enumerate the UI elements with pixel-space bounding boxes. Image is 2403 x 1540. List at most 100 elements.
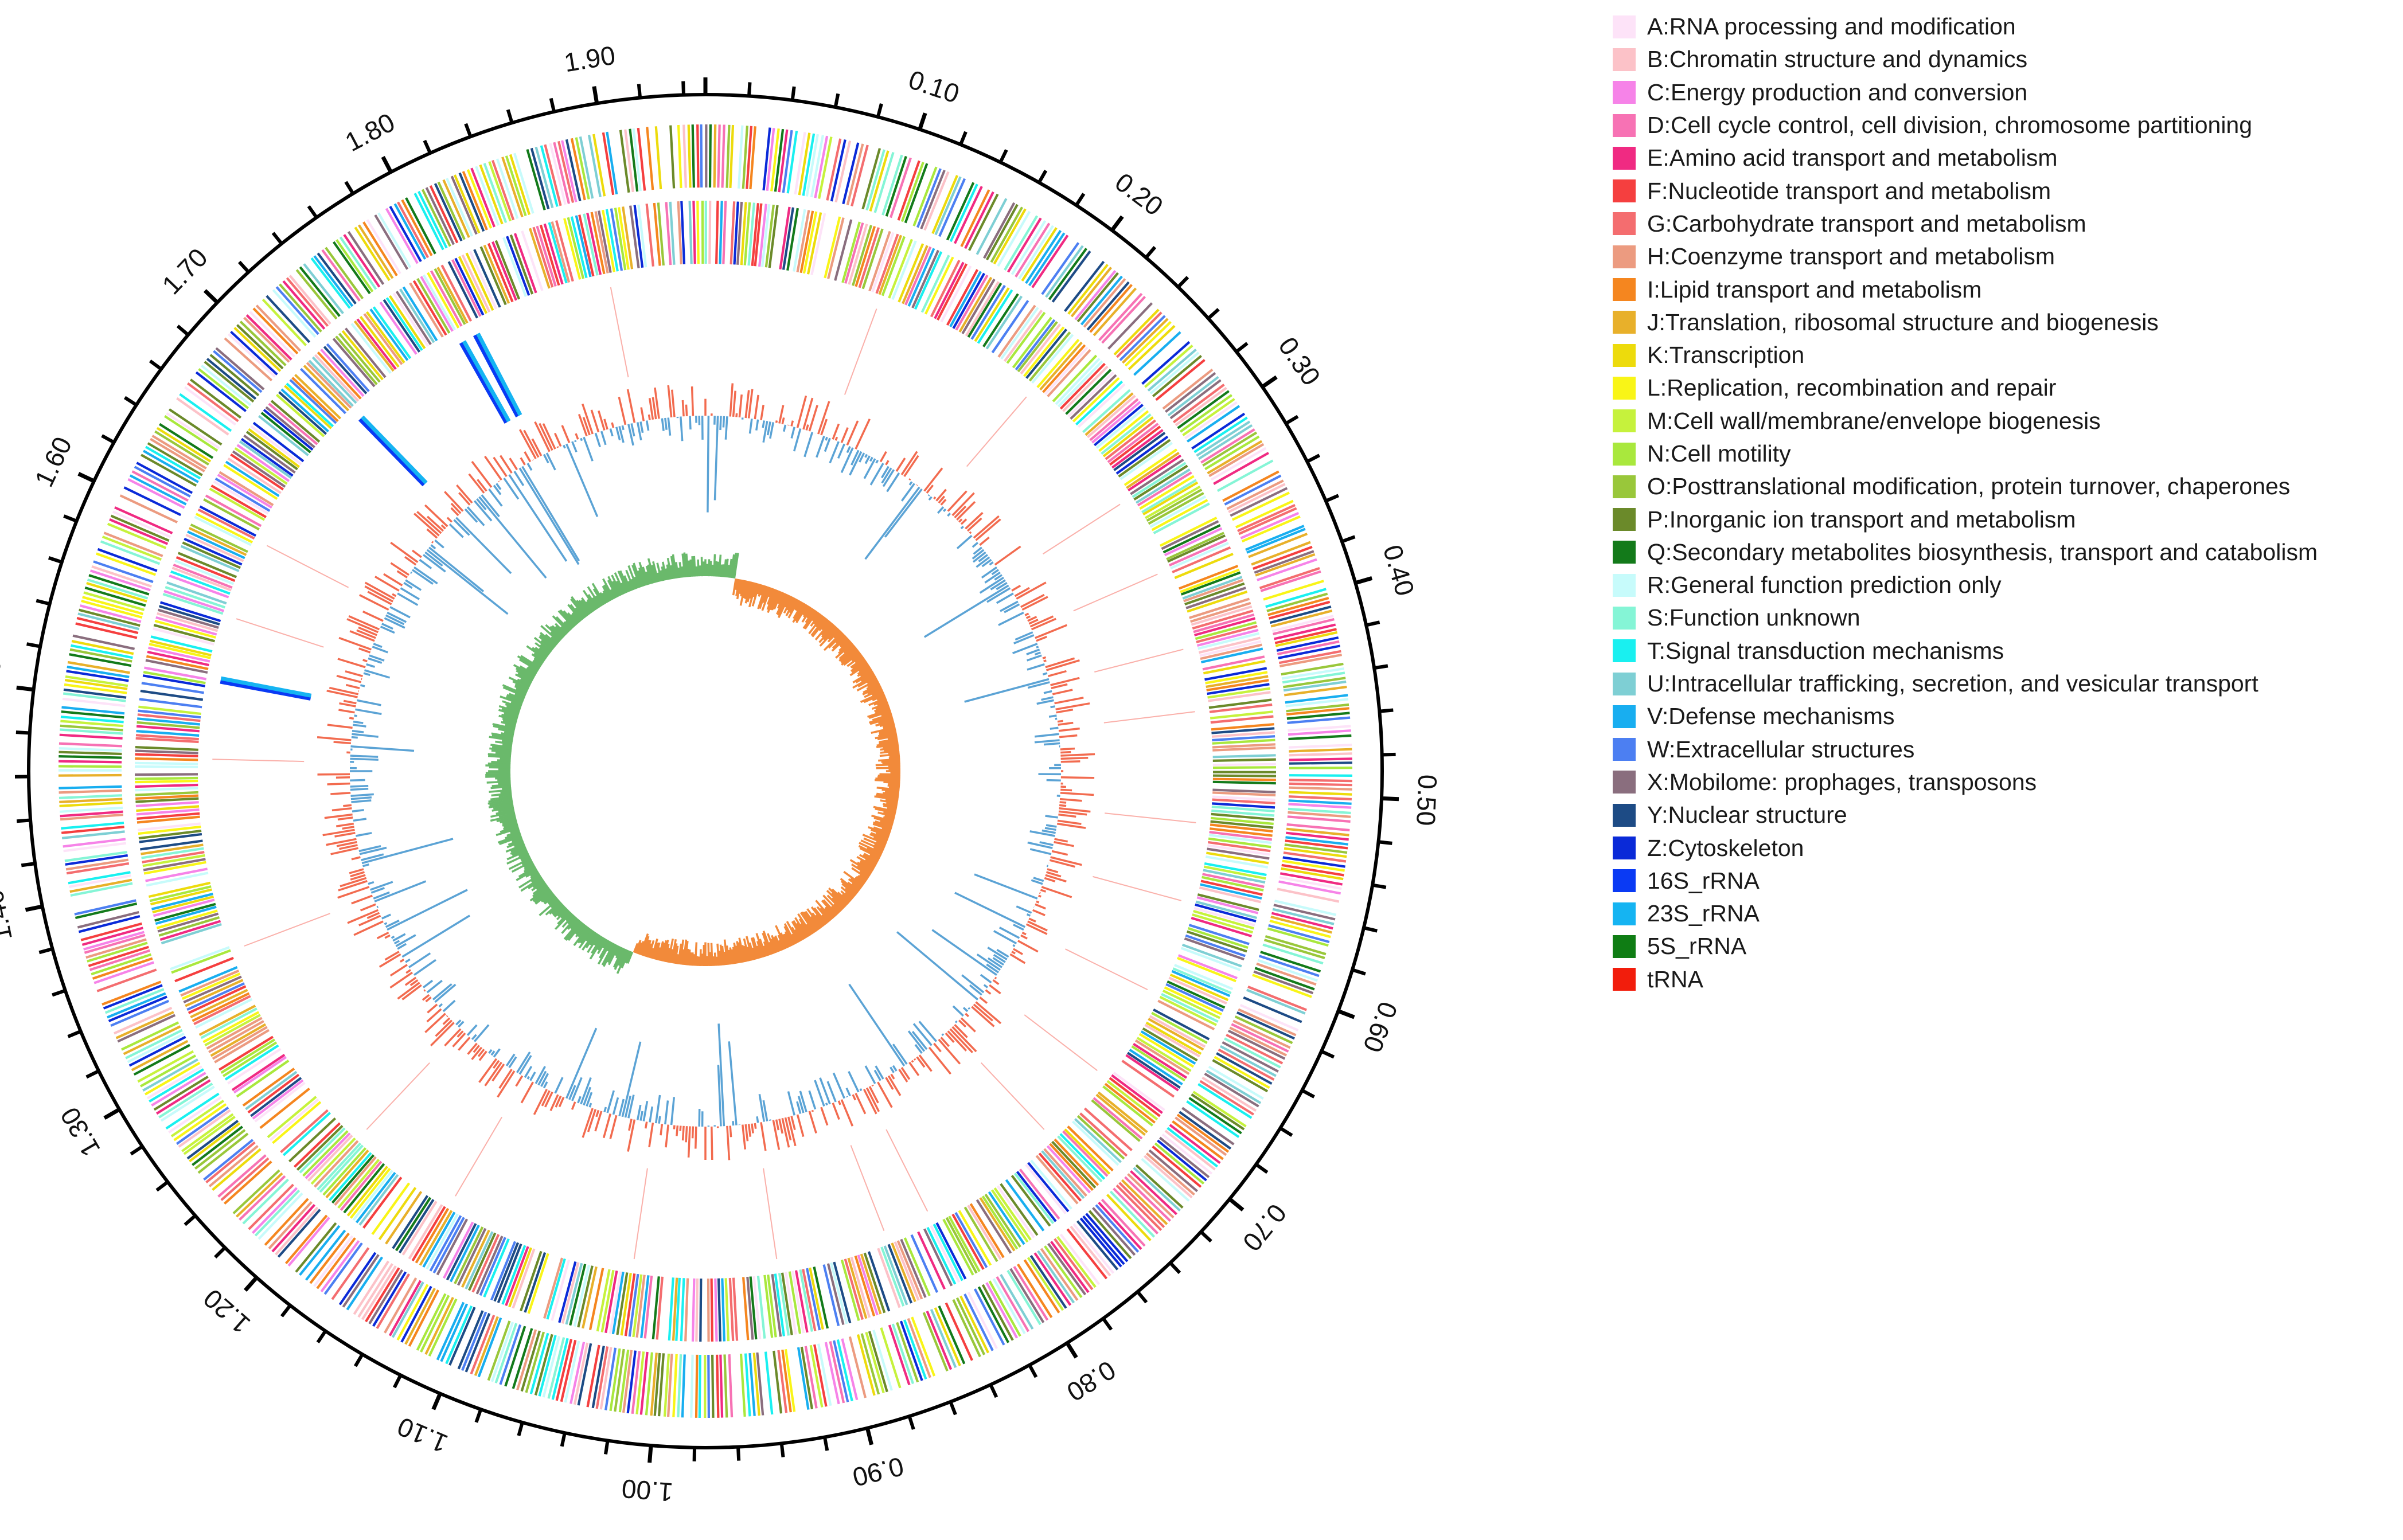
cog-forward-gene bbox=[728, 1354, 734, 1418]
cog-reverse-gene bbox=[267, 1096, 317, 1139]
gc-content-bar bbox=[500, 455, 513, 474]
cog-reverse-gene bbox=[733, 201, 739, 265]
gc-skew-bar bbox=[823, 626, 837, 640]
gc-skew-bar bbox=[752, 583, 759, 597]
gc-skew-bar bbox=[732, 947, 737, 964]
cog-forward-gene bbox=[499, 1324, 522, 1385]
gc-content-bar bbox=[744, 390, 750, 419]
cog-reverse-gene bbox=[136, 725, 200, 733]
cog-reverse-gene bbox=[181, 972, 241, 1000]
minor-tick bbox=[1372, 883, 1387, 889]
gc-skew-bar bbox=[550, 631, 561, 642]
gc-skew-bar bbox=[743, 938, 751, 961]
gc-content-bar bbox=[796, 1114, 805, 1137]
cog-forward-gene bbox=[752, 1353, 760, 1416]
gc-skew-bar bbox=[840, 890, 852, 901]
gc-content-bar bbox=[778, 1119, 784, 1134]
gc-skew-bar bbox=[840, 878, 859, 894]
gc-content-bar bbox=[419, 558, 432, 569]
cog-reverse-gene bbox=[1079, 1112, 1128, 1157]
cog-forward-gene bbox=[245, 314, 292, 361]
gc-skew-bar bbox=[656, 947, 661, 960]
gc-skew-bar bbox=[607, 944, 618, 963]
cog-forward-gene bbox=[1031, 234, 1069, 288]
gc-content-bar bbox=[432, 983, 452, 1000]
cog-reverse-gene bbox=[575, 215, 592, 277]
major-tick bbox=[918, 112, 927, 130]
gc-skew-bar bbox=[851, 653, 862, 662]
cog-forward-gene bbox=[141, 454, 197, 487]
gc-content-bar bbox=[416, 511, 442, 534]
gc-content-bar bbox=[351, 799, 372, 803]
cog-reverse-gene bbox=[834, 219, 853, 281]
gc-content-bar bbox=[981, 558, 992, 568]
gc-content-bar bbox=[840, 1099, 854, 1127]
cog-reverse-gene bbox=[149, 885, 212, 902]
cog-forward-gene bbox=[205, 1141, 256, 1184]
cog-reverse-gene bbox=[203, 498, 260, 531]
cog-forward-gene bbox=[653, 1353, 661, 1416]
cog-forward-gene bbox=[1007, 1269, 1041, 1326]
gc-content-bar bbox=[618, 1099, 625, 1117]
major-tick bbox=[647, 1445, 653, 1463]
cog-forward-gene bbox=[1191, 1093, 1245, 1131]
cog-forward-gene bbox=[453, 174, 481, 234]
cog-reverse-gene bbox=[234, 447, 288, 485]
cog-forward-gene bbox=[687, 124, 692, 188]
gc-content-bar bbox=[992, 957, 1004, 966]
gc-skew-bar bbox=[876, 841, 886, 847]
gc-content-bar bbox=[926, 484, 934, 494]
gc-content-bar bbox=[940, 1037, 950, 1047]
cog-reverse-gene bbox=[1212, 791, 1276, 797]
cog-forward-gene bbox=[1243, 996, 1302, 1023]
gc-skew-bar bbox=[661, 566, 666, 581]
gc-content-bar bbox=[778, 405, 785, 424]
gc-skew-bar bbox=[569, 604, 584, 620]
cog-forward-gene bbox=[186, 1120, 239, 1160]
cog-reverse-gene bbox=[1091, 401, 1141, 444]
gc-skew-bar bbox=[882, 723, 895, 728]
cog-forward-gene bbox=[658, 1353, 665, 1417]
cog-forward-gene bbox=[1282, 856, 1345, 868]
cog-forward-gene bbox=[1279, 654, 1342, 667]
gc-content-bar bbox=[427, 515, 444, 532]
cog-reverse-gene bbox=[1093, 404, 1144, 447]
gc-content-bar bbox=[390, 541, 419, 564]
gc-content-bar bbox=[960, 1017, 976, 1033]
cog-forward-gene bbox=[374, 214, 409, 270]
gc-content-bar bbox=[837, 443, 845, 459]
gc-skew-bar bbox=[647, 558, 656, 584]
cog-reverse-gene bbox=[551, 221, 571, 283]
cog-reverse-gene bbox=[620, 1273, 632, 1336]
cog-reverse-gene bbox=[240, 437, 294, 477]
gc-content-bar bbox=[1060, 756, 1089, 760]
gc-content-bar bbox=[1060, 792, 1094, 796]
gc-skew-bar bbox=[660, 570, 665, 581]
cog-forward-gene bbox=[187, 382, 239, 423]
gc-skew-bar bbox=[689, 559, 693, 577]
gc-skew-bar bbox=[602, 585, 612, 601]
gc-content-bar bbox=[1041, 886, 1072, 898]
gc-content-bar bbox=[992, 979, 1000, 986]
gc-content-bar bbox=[509, 458, 518, 471]
cog-reverse-gene bbox=[138, 830, 202, 840]
gc-skew-bar bbox=[601, 943, 615, 966]
cog-reverse-gene bbox=[1181, 943, 1242, 968]
cog-forward-gene bbox=[1252, 974, 1312, 998]
cog-forward-gene bbox=[1141, 1158, 1190, 1202]
cog-reverse-gene bbox=[487, 243, 514, 303]
cog-forward-gene bbox=[147, 442, 203, 476]
gc-skew-bar bbox=[855, 671, 874, 683]
cog-forward-gene bbox=[579, 136, 594, 199]
gc-content-bar bbox=[427, 1003, 438, 1014]
cog-forward-gene bbox=[477, 1317, 502, 1378]
cog-forward-gene bbox=[1098, 292, 1143, 341]
gc-content-bar bbox=[660, 1124, 664, 1136]
gc-skew-bar bbox=[779, 932, 789, 948]
gc-skew-bar bbox=[644, 940, 652, 957]
gc-skew-bar bbox=[515, 667, 535, 679]
gc-skew-bar bbox=[801, 607, 813, 623]
cog-reverse-gene bbox=[1212, 780, 1276, 785]
gc-skew-bar bbox=[852, 670, 873, 683]
cog-reverse-gene bbox=[967, 282, 1002, 338]
